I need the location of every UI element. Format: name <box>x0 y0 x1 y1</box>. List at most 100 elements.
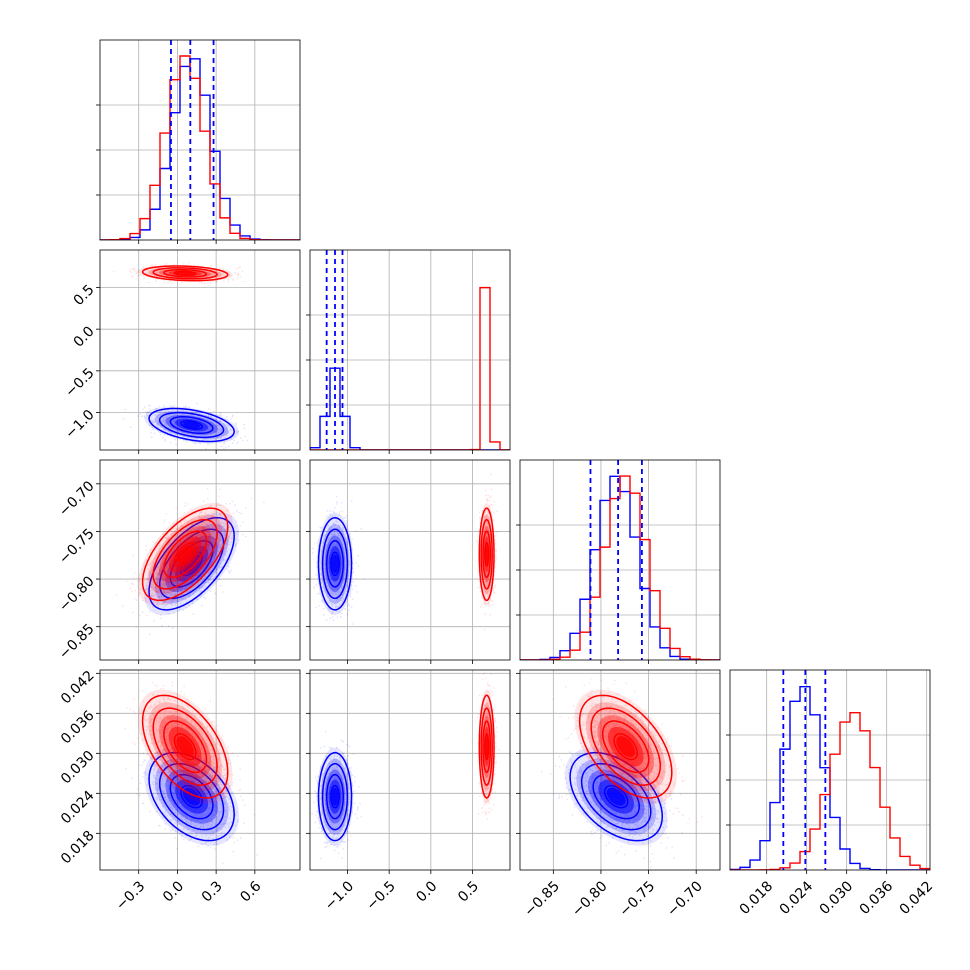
density-level <box>606 787 626 806</box>
contour-line <box>478 507 495 602</box>
x-tick-label: −0.3 <box>113 878 148 913</box>
scatter-series-1 <box>552 670 703 825</box>
panel-frame <box>729 669 931 871</box>
contour-line <box>478 694 495 799</box>
contour-line <box>317 751 353 842</box>
x-tick-label: 0.6 <box>237 878 264 905</box>
contour-line <box>163 720 208 774</box>
contour-line <box>480 518 493 590</box>
x-tick-label: 0.018 <box>737 878 777 918</box>
scatter-series-1 <box>476 473 498 631</box>
y-tick-label: 0.036 <box>58 708 98 748</box>
grid-2-2 <box>520 460 720 660</box>
contour-line <box>173 270 197 276</box>
contour-line <box>480 707 493 786</box>
contour-line <box>163 530 208 579</box>
histogram-series-1 <box>520 475 720 660</box>
panel-frame <box>309 249 511 451</box>
panel-frame <box>99 39 301 241</box>
x-tick-label: −0.70 <box>664 878 706 920</box>
histogram-series-0 <box>310 367 510 450</box>
contour-line <box>325 540 345 588</box>
contour-line <box>330 784 340 809</box>
y-tick-label: −0.5 <box>62 365 97 400</box>
contour-line <box>180 420 204 430</box>
y-tick-label: 0.042 <box>58 668 98 708</box>
grid-2-0 <box>100 460 300 660</box>
panel-3-1: −1.0 −0.5 0.0 0.5 <box>306 669 511 914</box>
contour-line <box>482 530 492 579</box>
x-tick-label: 0.036 <box>857 878 897 918</box>
y-tick-label: 0.024 <box>58 788 98 828</box>
histogram-series-1 <box>100 55 300 240</box>
y-tick-label: 0.018 <box>58 828 98 868</box>
contour-line <box>148 517 235 611</box>
contour-line <box>141 507 229 602</box>
grid-0-0 <box>100 40 300 240</box>
y-tick-label: −0.70 <box>56 478 98 520</box>
grid-3-3 <box>730 670 930 870</box>
x-tick-label: 0.042 <box>897 878 937 918</box>
scatter-series-1 <box>112 262 246 286</box>
scatter-series-0 <box>122 402 249 450</box>
scatter-series-0 <box>310 495 366 625</box>
panel-frame <box>99 249 301 451</box>
contour-line <box>578 694 673 799</box>
x-tick-label: −1.0 <box>322 878 357 913</box>
grid-2-1 <box>310 460 510 660</box>
panel-frame <box>99 669 301 871</box>
contour-line <box>321 528 349 600</box>
panel-2-1 <box>306 459 511 664</box>
x-tick-label: 0.024 <box>777 878 817 918</box>
panel-3-3: 0.018 0.024 0.030 0.036 0.042 <box>726 669 937 918</box>
y-tick-label: −1.0 <box>62 407 97 442</box>
contour-line <box>158 411 225 439</box>
y-tick-label: −0.85 <box>56 621 98 663</box>
x-tick-label: −0.80 <box>569 878 611 920</box>
contour-line <box>603 784 629 809</box>
contour-line <box>484 733 490 761</box>
density-level <box>176 736 194 758</box>
contour-line <box>141 265 229 282</box>
contour-line <box>330 551 340 577</box>
x-tick-label: 0.0 <box>160 878 187 905</box>
x-tick-label: −0.75 <box>617 878 659 920</box>
contour-line <box>613 733 638 761</box>
scatter-series-0 <box>311 730 363 860</box>
contour-line <box>601 720 650 774</box>
contour-line <box>482 720 492 774</box>
y-tick-label: 0.0 <box>71 324 98 351</box>
panel-1-0: −1.0 −0.5 0.0 0.5 <box>62 249 301 454</box>
scatter-series-1 <box>477 672 500 820</box>
histogram-series-0 <box>520 475 720 660</box>
panel-2-2 <box>516 459 721 664</box>
contour-line <box>169 415 214 435</box>
x-tick-label: −0.5 <box>363 878 398 913</box>
density-level <box>616 736 636 758</box>
panel-frame <box>309 669 511 871</box>
y-tick-label: 0.030 <box>58 748 98 788</box>
x-tick-label: 0.3 <box>199 878 226 905</box>
density-level <box>182 421 201 429</box>
x-tick-label: 0.5 <box>455 878 482 905</box>
contour-line <box>152 267 218 280</box>
density-level <box>485 736 489 758</box>
panel-0-0 <box>96 39 301 244</box>
histogram-series-1 <box>310 286 510 450</box>
contour-line <box>317 516 353 611</box>
contour-line <box>158 762 225 831</box>
y-tick-label: 0.5 <box>71 282 98 309</box>
panel-1-1 <box>306 249 511 454</box>
contour-line <box>173 542 197 567</box>
density-level <box>176 544 194 564</box>
contour-line <box>148 407 235 443</box>
contour-line <box>321 762 349 831</box>
scatter-series-0 <box>125 736 258 864</box>
contour-line <box>169 773 214 820</box>
contour-line <box>590 707 662 786</box>
contour-line <box>580 762 652 831</box>
y-tick-label: −0.80 <box>56 573 98 615</box>
density-level <box>331 554 339 574</box>
